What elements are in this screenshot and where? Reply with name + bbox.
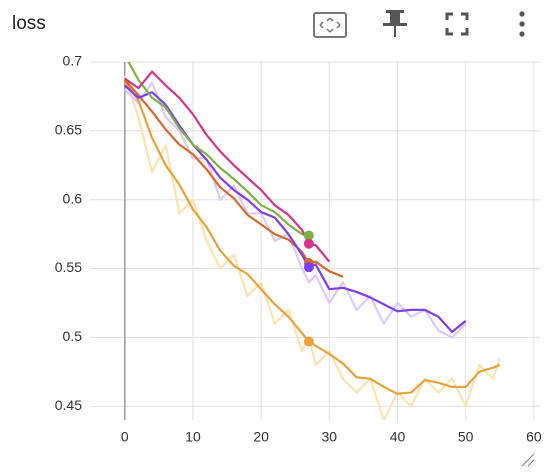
x-tick-label: 10 bbox=[185, 429, 201, 445]
hover-dot bbox=[303, 336, 314, 347]
axis-labels: 0.45 0.5 0.55 0.6 0.65 0.7 0 10 20 30 40 50 60 bbox=[55, 53, 542, 445]
menu-icon[interactable] bbox=[519, 11, 525, 37]
y-tick-label: 0.55 bbox=[55, 259, 82, 275]
y-tick-label: 0.45 bbox=[55, 397, 82, 413]
y-tick-label: 0.5 bbox=[63, 328, 83, 344]
plot-area bbox=[123, 62, 501, 420]
fullscreen-icon[interactable] bbox=[445, 12, 469, 36]
hover-dot bbox=[303, 230, 314, 241]
series-line bbox=[127, 62, 310, 237]
hover-dot bbox=[303, 262, 314, 273]
x-tick-label: 30 bbox=[322, 429, 338, 445]
grid bbox=[90, 61, 540, 420]
y-tick-label: 0.7 bbox=[63, 53, 83, 69]
series-line bbox=[124, 84, 467, 333]
y-tick-label: 0.6 bbox=[63, 190, 83, 206]
y-tick-label: 0.65 bbox=[55, 122, 82, 138]
x-tick-label: 20 bbox=[253, 429, 269, 445]
resize-handle[interactable] bbox=[521, 453, 535, 467]
chart-title: loss bbox=[12, 13, 46, 34]
x-tick-label: 40 bbox=[390, 429, 406, 445]
x-tick-label: 50 bbox=[458, 429, 474, 445]
x-tick-label: 0 bbox=[121, 429, 129, 445]
x-tick-label: 60 bbox=[526, 429, 542, 445]
series-line bbox=[123, 81, 467, 339]
pin-icon[interactable] bbox=[383, 10, 407, 37]
hover-dot bbox=[303, 238, 314, 249]
fit-icon[interactable] bbox=[313, 12, 347, 38]
series-line bbox=[123, 75, 501, 420]
